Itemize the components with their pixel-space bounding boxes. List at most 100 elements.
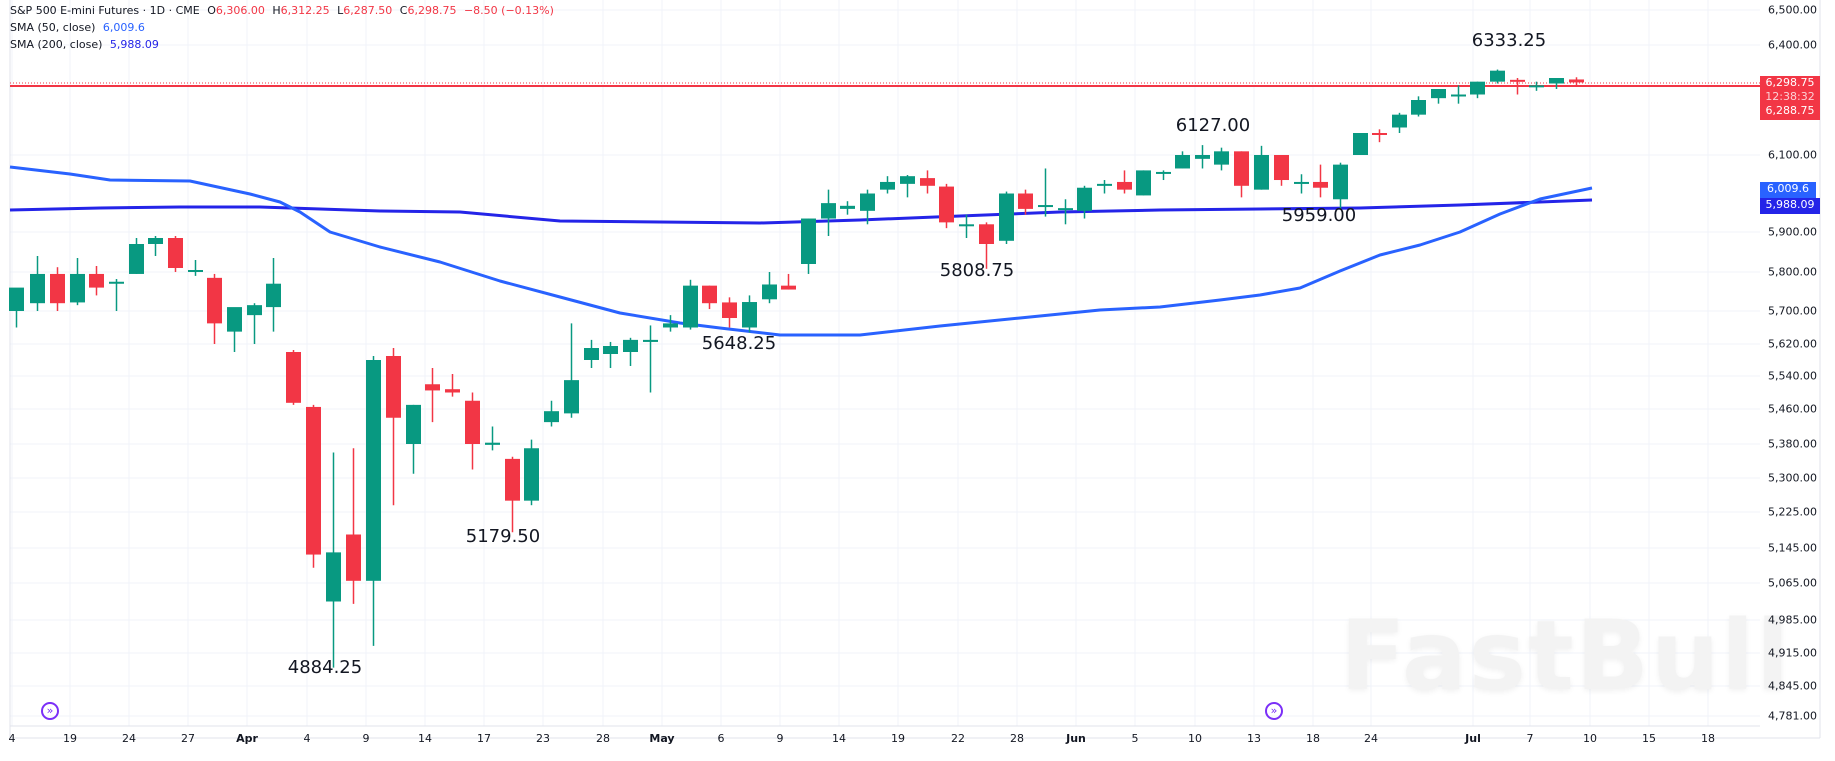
candle-up[interactable] [1097, 183, 1112, 186]
candle-down[interactable] [286, 352, 301, 403]
candle-up[interactable] [1156, 171, 1171, 174]
symbol-title[interactable]: S&P 500 E-mini Futures · 1D · CME [10, 4, 200, 17]
candle-up[interactable] [1175, 155, 1190, 169]
candle-up[interactable] [880, 181, 895, 190]
last-price-tag: 6,298.75 12:38:32 6,288.75 [1760, 76, 1820, 120]
candle-up[interactable] [1038, 205, 1053, 208]
candle-up[interactable] [1214, 151, 1229, 165]
candle-down[interactable] [465, 400, 480, 444]
price-tick-label: 5,700.00 [1768, 304, 1817, 318]
candle-up[interactable] [821, 203, 836, 219]
candle-up[interactable] [999, 193, 1014, 241]
plot-background [10, 0, 1760, 738]
candle-up[interactable] [148, 238, 163, 244]
candle-up[interactable] [485, 442, 500, 445]
candle-up[interactable] [326, 552, 341, 602]
candle-up[interactable] [366, 360, 381, 581]
candle-up[interactable] [860, 193, 875, 211]
price-tick-label: 5,380.00 [1768, 437, 1817, 451]
candle-up[interactable] [840, 205, 855, 209]
candle-down[interactable] [445, 389, 460, 393]
candle-up[interactable] [1490, 70, 1505, 82]
candle-down[interactable] [386, 356, 401, 418]
candle-up[interactable] [1254, 155, 1269, 190]
candle-down[interactable] [505, 458, 520, 501]
candle-down[interactable] [702, 285, 717, 304]
candle-up[interactable] [1333, 164, 1348, 200]
candle-down[interactable] [1234, 151, 1249, 186]
candle-down[interactable] [920, 178, 935, 186]
candle-up[interactable] [959, 224, 974, 227]
candle-up[interactable] [247, 305, 262, 316]
candle-up[interactable] [1058, 208, 1073, 211]
candle-up[interactable] [1431, 89, 1446, 99]
candle-up[interactable] [762, 284, 777, 300]
candle-up[interactable] [663, 323, 678, 328]
candle-down[interactable] [939, 186, 954, 223]
candle-up[interactable] [524, 448, 539, 501]
candle-up[interactable] [623, 339, 638, 352]
date-tick-label: 14 [418, 732, 432, 745]
candle-up[interactable] [900, 176, 915, 184]
candle-down[interactable] [1274, 155, 1289, 181]
candle-up[interactable] [109, 281, 124, 284]
candle-up[interactable] [227, 307, 242, 332]
date-tick-label: Jun [1066, 732, 1086, 745]
sma50-legend[interactable]: SMA (50, close) 6,009.6 [10, 21, 145, 34]
candle-up[interactable] [9, 287, 24, 311]
candle-up[interactable] [1136, 170, 1151, 196]
candle-down[interactable] [1372, 133, 1387, 135]
sma200-line[interactable] [9, 198, 1593, 225]
candle-up[interactable] [1411, 100, 1426, 115]
candle-up[interactable] [584, 348, 599, 360]
candle-down[interactable] [89, 273, 104, 288]
candle-down[interactable] [1510, 79, 1525, 82]
candle-up[interactable] [603, 346, 618, 354]
candle-up[interactable] [406, 404, 421, 444]
candle-up[interactable] [30, 273, 45, 304]
candle-up[interactable] [643, 339, 658, 342]
candle-up[interactable] [129, 244, 144, 274]
candle-down[interactable] [306, 406, 321, 555]
candle-up[interactable] [1392, 114, 1407, 128]
candle-up[interactable] [742, 302, 757, 328]
candle-up[interactable] [544, 411, 559, 423]
candle-up[interactable] [1077, 187, 1092, 211]
sma200-legend[interactable]: SMA (200, close) 5,988.09 [10, 38, 159, 51]
candle-up[interactable] [70, 273, 85, 303]
candle-up[interactable] [683, 285, 698, 328]
candle-down[interactable] [781, 285, 796, 290]
candle-down[interactable] [425, 384, 440, 391]
date-tick-label: 5 [1131, 732, 1139, 745]
event-marker-icon[interactable]: » [41, 702, 59, 720]
candle-down[interactable] [168, 238, 183, 268]
sma50-value: 6,009.6 [102, 21, 145, 34]
candle-up[interactable] [188, 270, 203, 272]
candle-down[interactable] [1313, 181, 1328, 188]
candle-up[interactable] [564, 380, 579, 414]
candle-up[interactable] [801, 218, 816, 264]
candle-up[interactable] [1353, 133, 1368, 155]
candle-up[interactable] [1529, 85, 1544, 88]
price-annotation: 5959.00 [1281, 205, 1357, 226]
sma50-line[interactable] [9, 165, 1593, 337]
candle-down[interactable] [207, 277, 222, 324]
sma50-price-tag: 6,009.6 [1760, 182, 1816, 198]
candle-up[interactable] [1451, 94, 1466, 97]
candle-down[interactable] [1569, 79, 1584, 83]
candle-down[interactable] [50, 273, 65, 304]
event-marker-icon[interactable]: » [1265, 702, 1283, 720]
candle-up[interactable] [1195, 155, 1210, 159]
candle-up[interactable] [1549, 78, 1564, 84]
candle-up[interactable] [266, 283, 281, 308]
candle-down[interactable] [722, 302, 737, 319]
candle-down[interactable] [979, 224, 994, 244]
candle-down[interactable] [346, 534, 361, 581]
candle-down[interactable] [1018, 193, 1033, 209]
candle-down[interactable] [1117, 181, 1132, 190]
candle-up[interactable] [1470, 81, 1485, 95]
date-tick-label: 6 [717, 732, 725, 745]
candle-up[interactable] [1294, 181, 1309, 184]
